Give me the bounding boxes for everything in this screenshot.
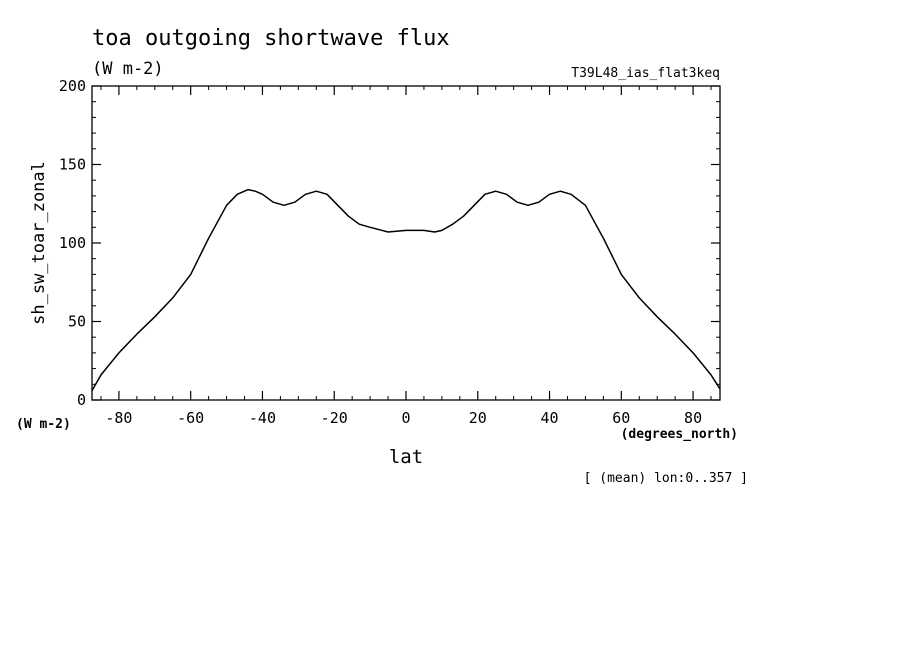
chart-title: toa outgoing shortwave flux	[92, 26, 450, 51]
y-axis-label: sh_sw_toar_zonal	[29, 161, 49, 325]
x-tick-label: 0	[401, 409, 410, 427]
x-tick-label: 40	[541, 409, 559, 427]
footnote: [ (mean) lon:0..357 ]	[584, 471, 748, 486]
plot-frame	[91, 85, 721, 401]
y-tick-label: 150	[59, 156, 86, 174]
x-tick-labels: -80 -60 -40 -20 0 20 40 60 80	[105, 409, 702, 427]
y-tick-label: 0	[77, 391, 86, 409]
dataset-label: T39L48_ias_flat3keq	[571, 66, 720, 81]
y-axis-unit: (W m-2)	[16, 417, 71, 432]
x-tick-label: -60	[177, 409, 204, 427]
y-tick-labels: 0 50 100 150 200	[59, 77, 86, 409]
y-tick-label: 50	[68, 313, 86, 331]
x-tick-label: -20	[321, 409, 348, 427]
series-line	[91, 188, 721, 391]
y-tick-label: 200	[59, 77, 86, 95]
chart-subtitle: (W m-2)	[92, 59, 164, 79]
plot-area	[91, 85, 721, 401]
x-axis-unit: (degrees_north)	[621, 427, 738, 442]
x-tick-label: -40	[249, 409, 276, 427]
x-tick-label: 80	[684, 409, 702, 427]
x-tick-label: 20	[469, 409, 487, 427]
x-tick-label: 60	[612, 409, 630, 427]
axis-ticks	[92, 85, 720, 401]
y-tick-label: 100	[59, 234, 86, 252]
series-layer	[91, 188, 721, 391]
x-axis-label: lat	[389, 446, 423, 468]
x-tick-label: -80	[105, 409, 132, 427]
